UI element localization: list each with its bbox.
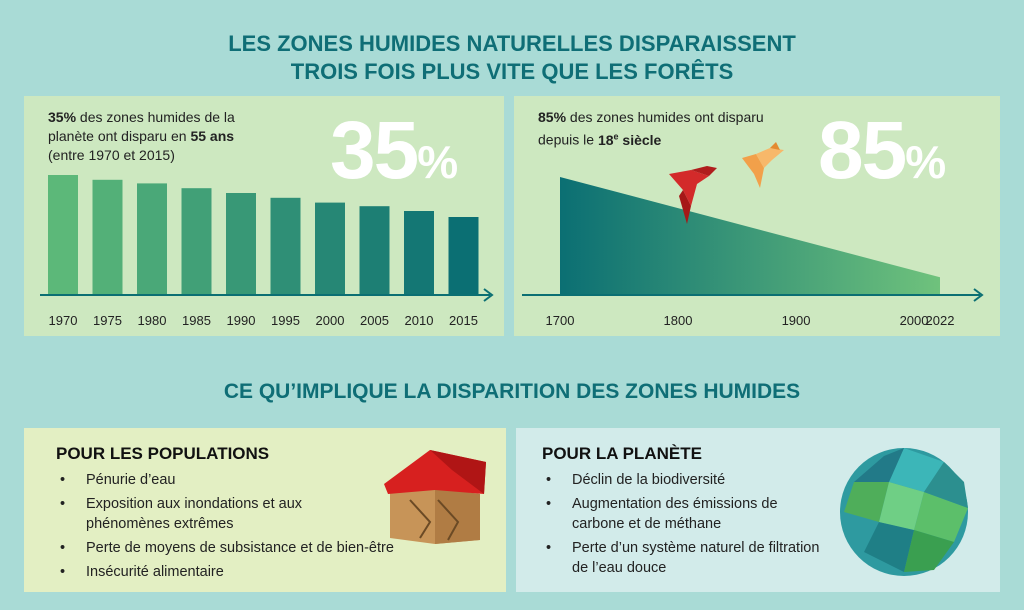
house-icon: [384, 450, 486, 544]
desc-highlight-35: 35%: [48, 109, 77, 125]
bar-1985: [181, 188, 212, 295]
desc-text-2: planète ont disparu en: [48, 128, 191, 144]
list-item: Insécurité alimentaire: [52, 562, 472, 582]
orange-bird-icon: [742, 142, 784, 188]
big-percentage-85: 85%: [818, 110, 946, 203]
tick-label-1970: 1970: [49, 313, 78, 328]
title-line-1: LES ZONES HUMIDES NATURELLES DISPARAISSE…: [228, 31, 796, 56]
x-axis-arrow: [483, 288, 494, 302]
section-subtitle: CE QU’IMPLIQUE LA DISPARITION DES ZONES …: [223, 380, 801, 403]
planete-box: POUR LA PLANÈTE Déclin de la biodiversit…: [516, 428, 1000, 592]
tick-label-2010: 2010: [405, 313, 434, 328]
area-chart-description: 85% des zones humides ont disparu depuis…: [538, 108, 828, 150]
percent-sign: %: [417, 136, 459, 188]
tick-label-1995: 1995: [271, 313, 300, 328]
tick-label-1800: 1800: [664, 313, 693, 328]
populations-heading: POUR LES POPULATIONS: [56, 444, 270, 463]
tick-label-2000: 2000: [900, 313, 929, 328]
tick-label-1985: 1985: [182, 313, 211, 328]
red-bird-icon: [669, 166, 717, 224]
desc-highlight-85: 85%: [538, 109, 567, 125]
globe-icon: [840, 448, 968, 576]
area-chart-panel: 85% des zones humides ont disparu depuis…: [514, 96, 1000, 336]
title-line-2: TROIS FOIS PLUS VITE QUE LES FORÊTS: [290, 59, 734, 84]
bar-1995: [270, 197, 301, 295]
tick-label-1990: 1990: [227, 313, 256, 328]
bar-chart-panel: 35% des zones humides de la planète ont …: [24, 96, 504, 336]
bar-1975: [92, 179, 123, 295]
list-item: Perte de moyens de subsistance et de bie…: [52, 538, 472, 558]
list-item: Exposition aux inondations et aux phénom…: [52, 494, 356, 534]
tick-label-1980: 1980: [138, 313, 167, 328]
tick-label-1700: 1700: [546, 313, 575, 328]
desc-century-sup: e: [613, 131, 619, 141]
populations-list: Pénurie d’eau Exposition aux inondations…: [52, 470, 472, 586]
desc-century-word: siècle: [618, 131, 662, 148]
desc-text-1: des zones humides de la: [76, 109, 235, 125]
area-series: [560, 177, 940, 295]
bar-2010: [404, 211, 434, 295]
bar-1980: [137, 183, 167, 295]
big-number: 85: [818, 105, 907, 196]
big-percentage-35: 35%: [330, 110, 458, 203]
bar-chart: 1970 1975 1980 1985 1990 1995 2000 2005 2010 2015: [40, 175, 494, 328]
tick-label-2022: 2022: [926, 313, 955, 328]
bar-2000: [315, 202, 345, 295]
list-item: Déclin de la biodiversité: [538, 470, 828, 490]
list-item: Pénurie d’eau: [52, 470, 472, 490]
desc-highlight-55: 55 ans: [190, 128, 235, 144]
list-item: Augmentation des émissions de carbone et…: [538, 494, 828, 534]
x-axis-arrow: [973, 288, 984, 302]
bar-2015: [448, 217, 479, 295]
desc-text-3: (entre 1970 et 2015): [48, 147, 175, 163]
bar-chart-description: 35% des zones humides de la planète ont …: [48, 108, 298, 165]
bar-2005: [359, 206, 390, 295]
desc-text-1: des zones humides ont disparu: [566, 109, 764, 125]
populations-box: POUR LES POPULATIONS Pénurie d’eau Expos…: [24, 428, 506, 592]
big-number: 35: [330, 105, 419, 196]
desc-century: 18: [597, 131, 614, 148]
list-item: Perte d’un système naturel de filtration…: [538, 538, 828, 578]
main-title: LES ZONES HUMIDES NATURELLES DISPARAISSE…: [0, 30, 1024, 86]
tick-label-2015: 2015: [449, 313, 478, 328]
percent-sign: %: [905, 136, 947, 188]
tick-label-2000: 2000: [316, 313, 345, 328]
planete-heading: POUR LA PLANÈTE: [542, 444, 702, 463]
planete-list: Déclin de la biodiversité Augmentation d…: [538, 470, 828, 582]
tick-label-2005: 2005: [360, 313, 389, 328]
tick-label-1900: 1900: [782, 313, 811, 328]
desc-text-2: depuis le: [538, 131, 598, 148]
bar-1970: [48, 175, 78, 295]
tick-label-1975: 1975: [93, 313, 122, 328]
bar-1990: [226, 193, 256, 295]
